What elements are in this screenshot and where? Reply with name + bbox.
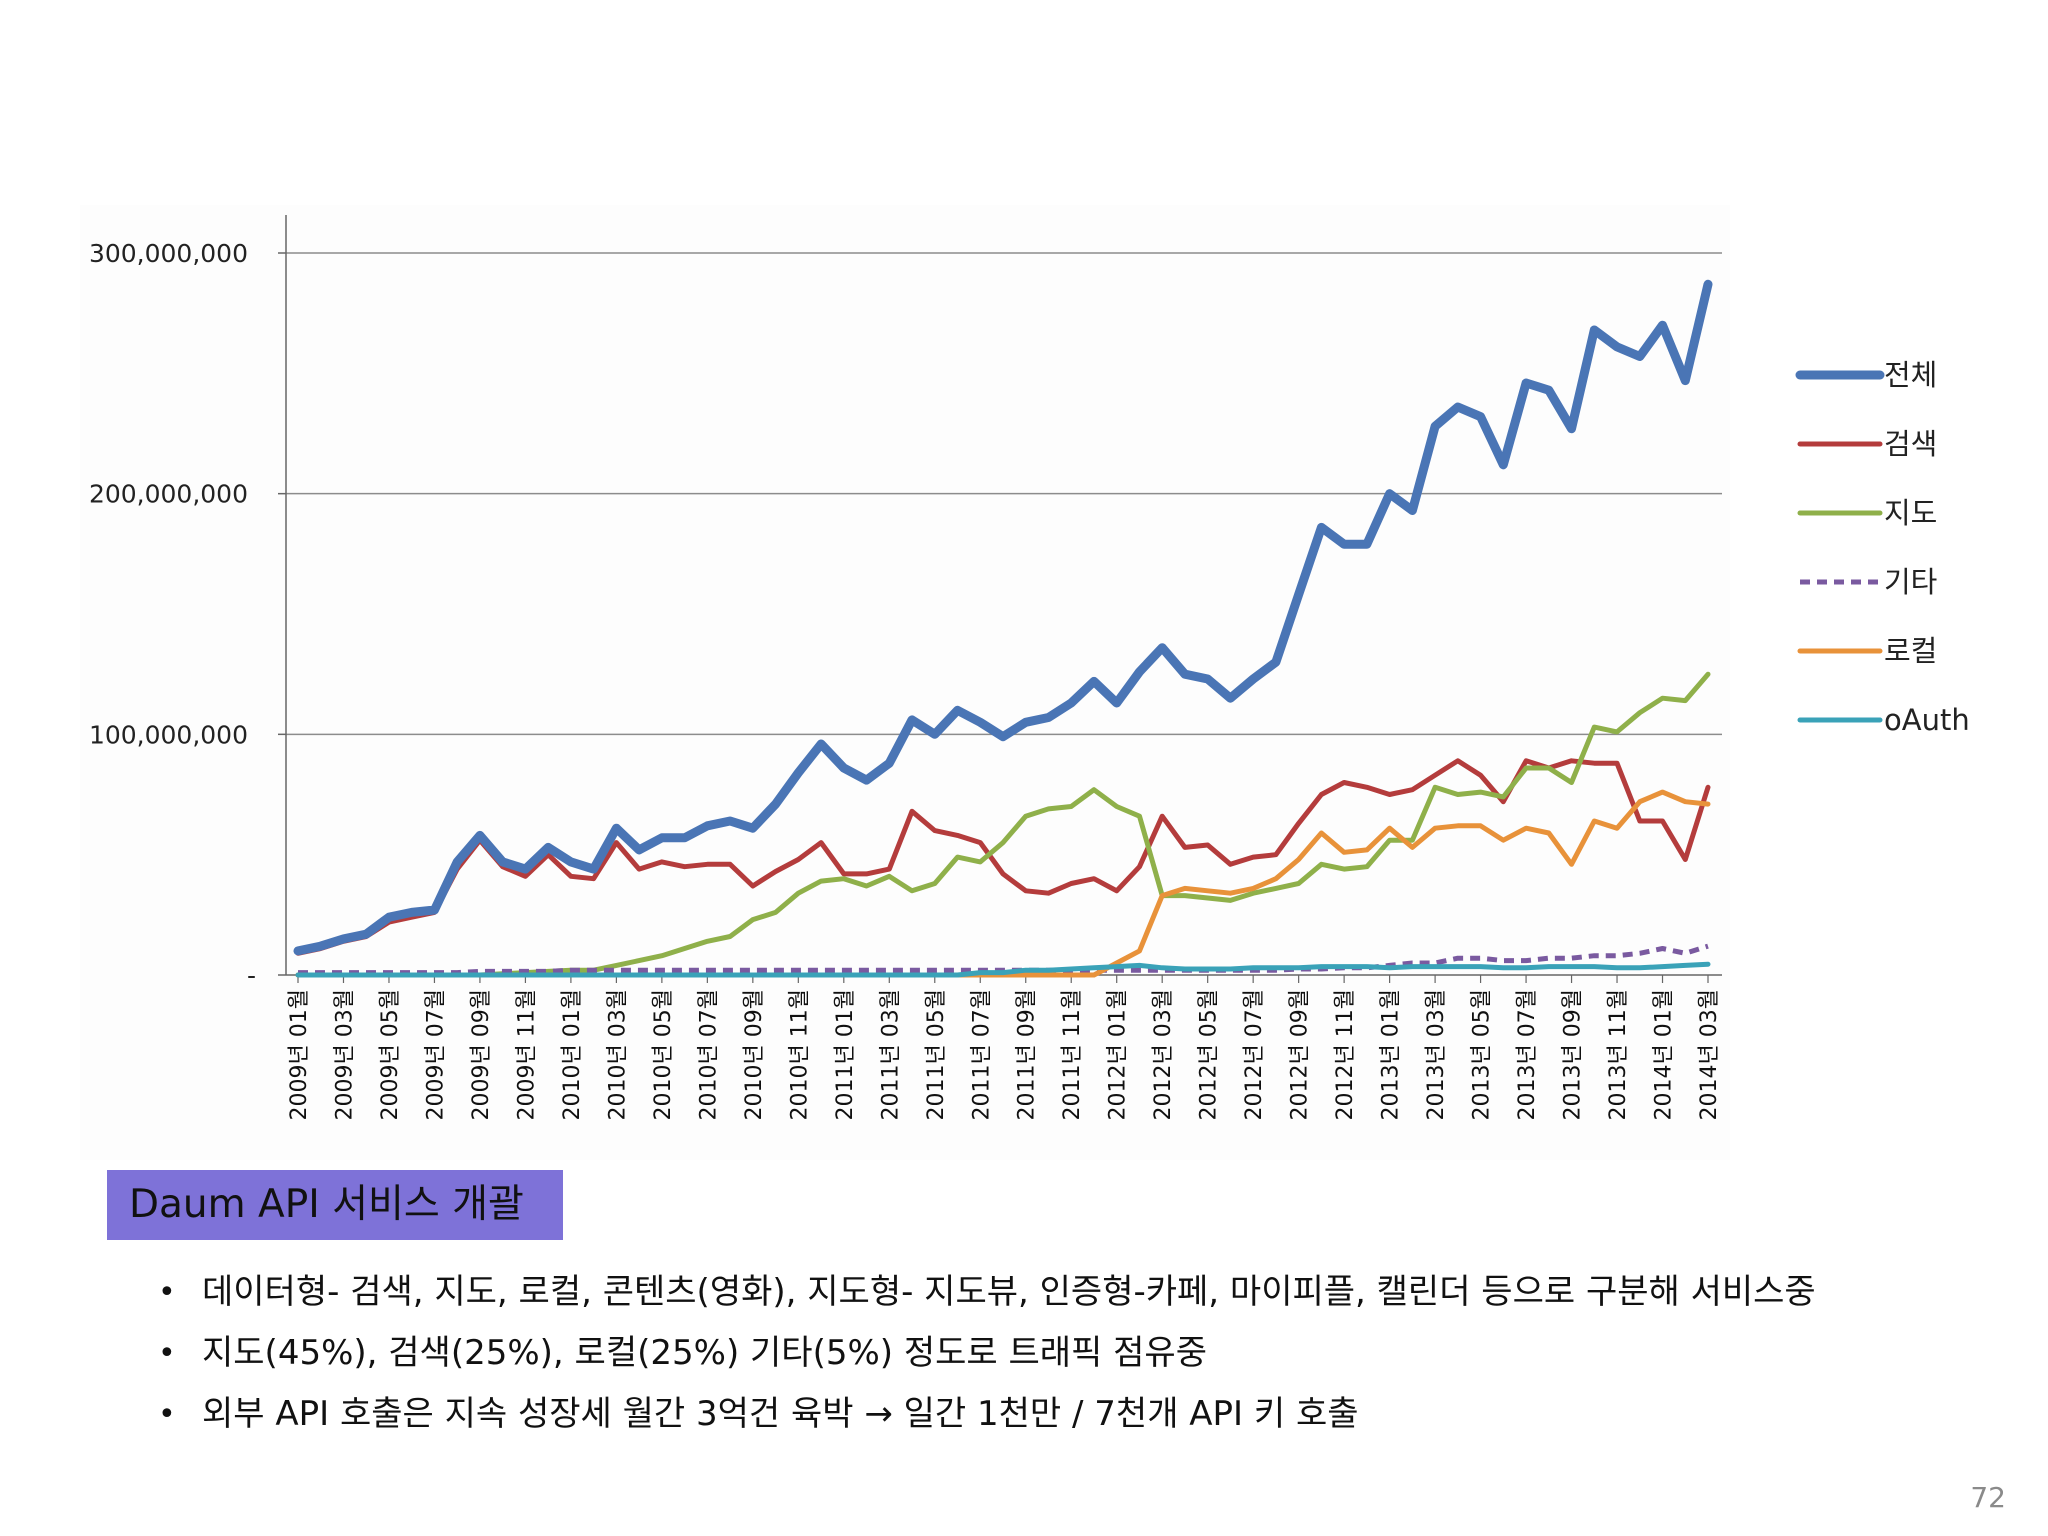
x-tick-label: 2010년 03월 [605, 989, 630, 1120]
x-tick-label: 2009년 03월 [332, 989, 357, 1120]
series-line-2 [295, 671, 1711, 978]
x-tick-label: 2009년 05월 [378, 989, 403, 1120]
bullet-marker: • [158, 1397, 176, 1432]
x-tick-label: 2010년 07월 [696, 989, 721, 1120]
x-tick-label: 2011년 03월 [878, 989, 903, 1120]
bullet-marker: • [158, 1336, 176, 1371]
x-tick-label: 2012년 01월 [1106, 989, 1131, 1120]
bullet-list: • 데이터형- 검색, 지도, 로컬, 콘텐츠(영화), 지도형- 지도뷰, 인… [158, 1262, 1938, 1445]
x-tick-label: 2013년 01월 [1379, 989, 1404, 1120]
y-tick-label: 300,000,000 [89, 239, 248, 268]
x-tick-label: 2009년 01월 [287, 989, 312, 1120]
legend-label: 전체 [1884, 358, 1937, 392]
x-tick-label: 2011년 07월 [969, 989, 994, 1120]
x-tick-label: 2013년 11월 [1606, 989, 1631, 1120]
x-tick-label: 2014년 03월 [1697, 989, 1722, 1120]
legend-label: 기타 [1884, 565, 1937, 599]
series-lines [293, 279, 1713, 978]
series-line-1 [295, 758, 1711, 956]
y-tick-label: 100,000,000 [89, 720, 248, 749]
x-tick-label: 2009년 11월 [514, 989, 539, 1120]
page-number: 72 [1970, 1481, 2006, 1514]
x-tick-label: 2011년 05월 [924, 989, 949, 1120]
x-tick-label: 2012년 03월 [1151, 989, 1176, 1120]
bullet-item: • 데이터형- 검색, 지도, 로컬, 콘텐츠(영화), 지도형- 지도뷰, 인… [158, 1262, 1938, 1323]
legend-label: oAuth [1884, 703, 1970, 737]
x-tick-label: 2013년 05월 [1470, 989, 1495, 1120]
x-tick-label: 2009년 07월 [423, 989, 448, 1120]
line-chart: - 100,000,000 200,000,000 300,000,000 2009년… [80, 205, 1970, 1160]
legend-label: 검색 [1884, 427, 1937, 461]
series-line-5 [295, 961, 1711, 978]
bullet-item: • 외부 API 호출은 지속 성장세 월간 3억건 육박 → 일간 1천만 /… [158, 1384, 1938, 1445]
section-title: Daum API 서비스 개괄 [107, 1170, 563, 1240]
y-tick-labels: - 100,000,000 200,000,000 300,000,000 [89, 239, 256, 990]
x-tick-label: 2012년 07월 [1242, 989, 1267, 1120]
x-tick-label: 2012년 09월 [1288, 989, 1313, 1120]
x-tick-label: 2010년 05월 [651, 989, 676, 1120]
x-tick-label: 2014년 01월 [1652, 989, 1677, 1120]
x-tick-label: 2013년 03월 [1424, 989, 1449, 1120]
bullet-text: 지도(45%), 검색(25%), 로컬(25%) 기타(5%) 정도로 트래픽… [202, 1333, 1207, 1373]
x-tick-label: 2009년 09월 [469, 989, 494, 1120]
legend-label: 지도 [1884, 496, 1937, 530]
y-tick-label: - [247, 961, 256, 990]
x-tick-label: 2013년 07월 [1515, 989, 1540, 1120]
x-tick-label: 2010년 01월 [560, 989, 585, 1120]
x-tick-label: 2011년 01월 [833, 989, 858, 1120]
bullet-marker: • [158, 1275, 176, 1310]
x-tick-labels: 2009년 01월 2009년 03월 2009년 05월 2009년 07월 2009… [287, 989, 1722, 1120]
x-tick-label: 2011년 11월 [1060, 989, 1085, 1120]
x-tick-label: 2010년 11월 [787, 989, 812, 1120]
bullet-item: • 지도(45%), 검색(25%), 로컬(25%) 기타(5%) 정도로 트… [158, 1323, 1938, 1384]
x-tick-label: 2010년 09월 [742, 989, 767, 1120]
x-tick-label: 2012년 11월 [1333, 989, 1358, 1120]
bullet-text: 데이터형- 검색, 지도, 로컬, 콘텐츠(영화), 지도형- 지도뷰, 인증형… [202, 1272, 1816, 1312]
x-tick-label: 2011년 09월 [1015, 989, 1040, 1120]
legend-label: 로컬 [1884, 634, 1937, 668]
x-tick-label: 2012년 05월 [1197, 989, 1222, 1120]
x-tick-label: 2013년 09월 [1561, 989, 1586, 1120]
series-line-0 [293, 279, 1713, 956]
plot-background [80, 205, 1730, 1160]
y-tick-label: 200,000,000 [89, 480, 248, 509]
bullet-text: 외부 API 호출은 지속 성장세 월간 3억건 육박 → 일간 1천만 / 7… [202, 1394, 1359, 1434]
